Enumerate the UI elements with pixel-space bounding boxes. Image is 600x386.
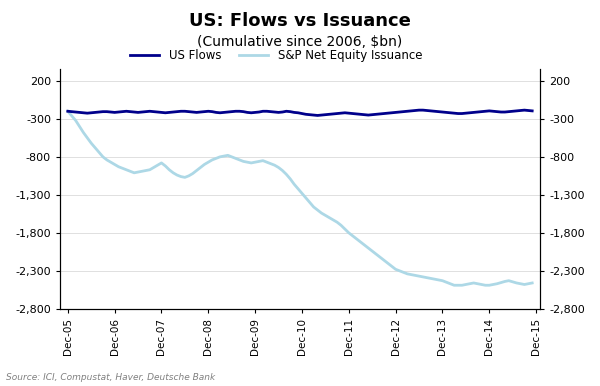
Text: (Cumulative since 2006, $bn): (Cumulative since 2006, $bn) bbox=[197, 35, 403, 49]
Legend: US Flows, S&P Net Equity Issuance: US Flows, S&P Net Equity Issuance bbox=[125, 44, 427, 67]
Text: US: Flows vs Issuance: US: Flows vs Issuance bbox=[189, 12, 411, 30]
Text: Source: ICI, Compustat, Haver, Deutsche Bank: Source: ICI, Compustat, Haver, Deutsche … bbox=[6, 373, 215, 382]
